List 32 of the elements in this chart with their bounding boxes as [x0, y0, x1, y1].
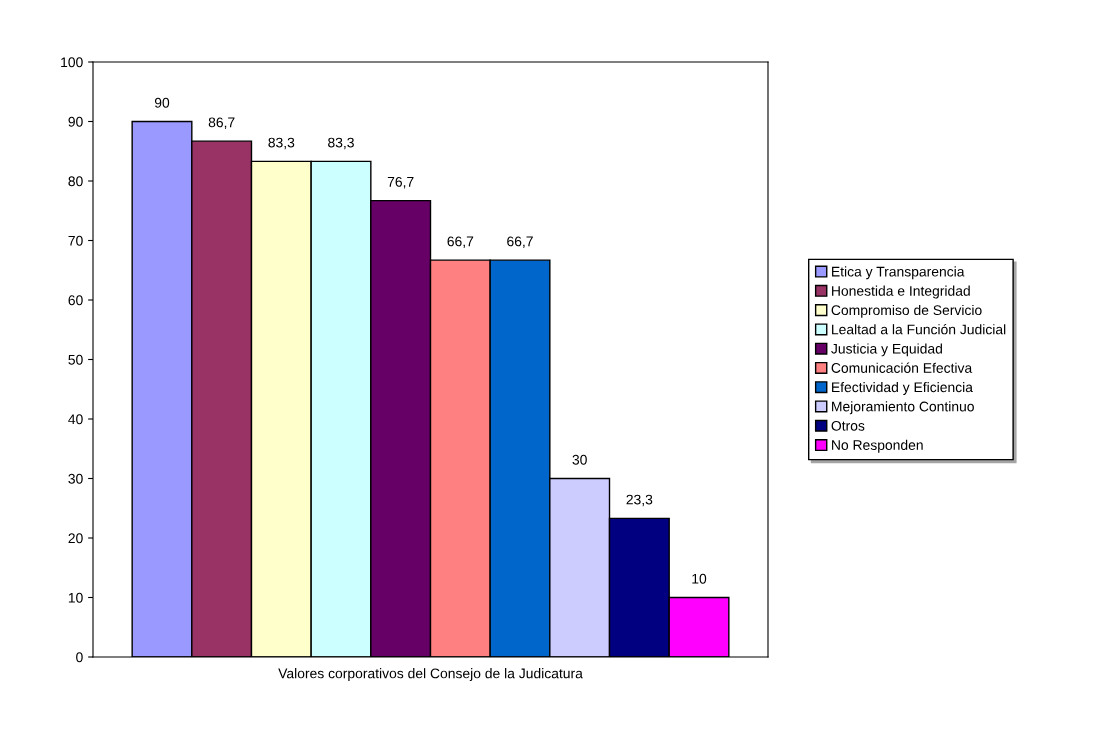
data-label: 23,3 — [626, 494, 653, 507]
y-tick-label: 70 — [68, 235, 83, 246]
legend-label: Lealtad a la Función Judicial — [832, 323, 1006, 335]
y-tick-label: 60 — [68, 295, 83, 306]
y-tick-label: 90 — [68, 116, 83, 127]
x-tick-label: Valores corporativos del Consejo de la Judicatura — [278, 668, 583, 682]
legend-label: Mejoramiento Continuo — [832, 401, 974, 415]
y-tick-label: 10 — [68, 592, 83, 603]
legend-label: Etica y Transparencia — [832, 266, 965, 280]
data-label: 86,7 — [208, 117, 235, 129]
data-label: 10 — [692, 573, 707, 584]
y-tick-label: 0 — [76, 652, 83, 663]
y-tick-label: 40 — [68, 414, 83, 425]
y-tick-label: 80 — [68, 176, 83, 187]
legend-label: Justicia y Equidad — [831, 343, 942, 357]
data-label: 66,7 — [447, 236, 474, 248]
data-label: 90 — [154, 97, 170, 108]
data-label: 30 — [572, 454, 587, 465]
y-tick-label: 50 — [68, 354, 83, 365]
legend-label: Efectividad y Eficiencia — [832, 381, 973, 395]
legend-label: Compromiso de Servicio — [831, 304, 982, 318]
data-label: 66,7 — [507, 236, 533, 248]
data-label: 83,3 — [328, 137, 354, 150]
y-tick-label: 100 — [61, 57, 83, 68]
y-tick-label: 20 — [68, 533, 83, 544]
data-label: 83,3 — [268, 137, 295, 150]
data-label: 76,7 — [387, 176, 414, 189]
legend-label: Comunicación Efectiva — [831, 362, 973, 373]
legend-label: Honestida e Integridad — [832, 285, 970, 299]
legend-label: Otros — [831, 420, 865, 431]
legend-label: No Responden — [832, 439, 923, 453]
y-tick-label: 30 — [68, 473, 83, 484]
